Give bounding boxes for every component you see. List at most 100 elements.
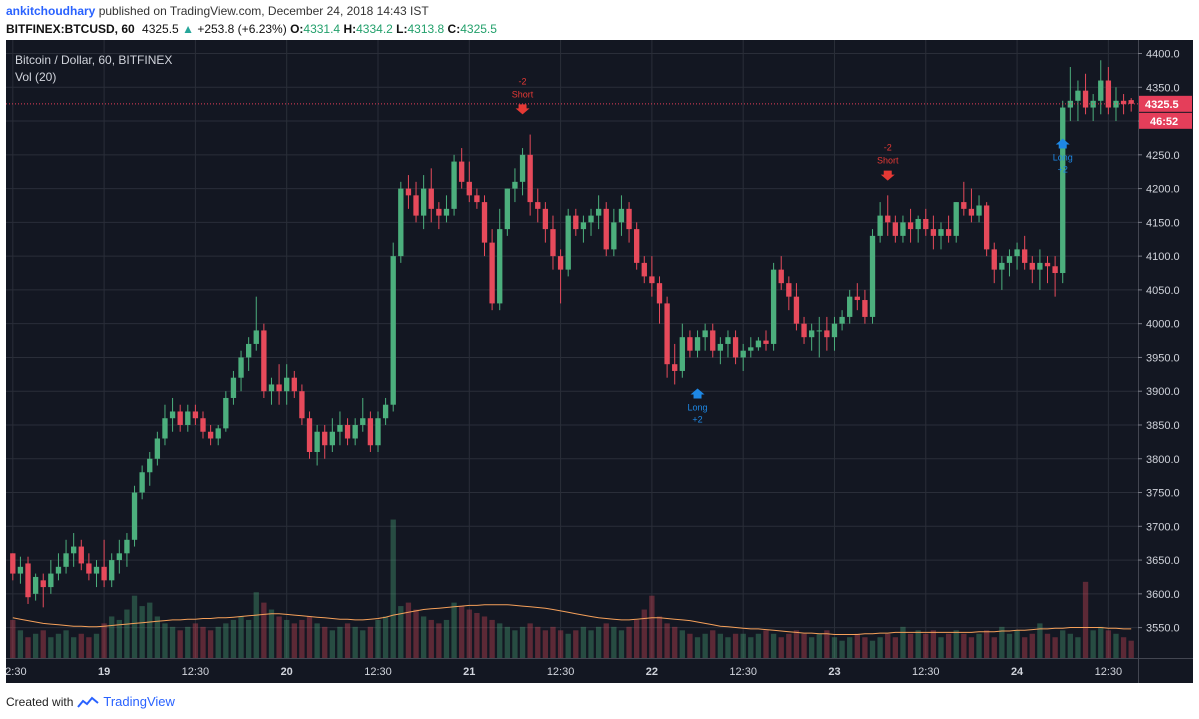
low-value: 4313.8 — [407, 22, 445, 36]
volume-bar — [398, 606, 404, 658]
y-tick-label: 4050.0 — [1146, 285, 1180, 297]
candle-body — [938, 229, 944, 236]
long-arrow-icon — [1055, 138, 1070, 149]
volume-bar — [748, 637, 754, 658]
volume-bar — [1105, 630, 1112, 658]
candle-body — [725, 337, 731, 344]
volume-bar — [504, 626, 510, 658]
volume-bar — [223, 623, 229, 658]
candle-body — [961, 202, 967, 209]
candle-body — [162, 418, 168, 439]
y-tick-label: 3700.0 — [1146, 521, 1180, 533]
candle-body — [869, 235, 876, 317]
signal-label: Long — [1053, 153, 1073, 163]
volume-bar — [162, 623, 168, 658]
y-tick-label: 3550.0 — [1146, 623, 1180, 635]
volume-bar — [527, 623, 533, 658]
volume-bar — [245, 619, 252, 658]
volume-bar — [154, 616, 161, 658]
volume-bar — [436, 623, 442, 658]
candle-body — [1014, 249, 1020, 257]
chart-area[interactable]: -2 Short Long +2 -2 Short Long +2 4400.0 4350.0 43… — [6, 40, 1193, 683]
tradingview-brand-link[interactable]: TradingView — [103, 694, 175, 709]
y-tick-label: 3750.0 — [1146, 488, 1180, 500]
candle-body — [451, 161, 457, 209]
y-tick-label: 4250.0 — [1146, 150, 1180, 162]
candle-body — [230, 377, 237, 398]
symbol-name[interactable]: BITFINEX:BTCUSD, 60 — [6, 22, 135, 36]
volume-bar — [284, 619, 290, 658]
volume-bar — [230, 619, 237, 658]
candle-body — [1090, 100, 1096, 108]
candle-body — [131, 492, 138, 540]
volume-bar — [869, 640, 876, 658]
volume-bar — [740, 633, 746, 658]
x-tick-label: 12:30 — [6, 666, 27, 678]
volume-bar — [557, 630, 564, 658]
candle-body — [1098, 80, 1104, 101]
volume-bar — [641, 609, 647, 658]
candle-body — [17, 566, 24, 574]
volume-bar — [116, 619, 122, 658]
volume-bar — [215, 626, 221, 658]
candle-body — [786, 283, 792, 297]
volume-bar — [702, 633, 708, 658]
candle-body — [945, 229, 952, 236]
candle-body — [824, 330, 830, 338]
candle-body — [32, 576, 39, 594]
candle-body — [177, 411, 183, 425]
volume-bar — [420, 616, 427, 658]
volume-bar — [466, 609, 472, 658]
volume-bar — [1067, 633, 1073, 658]
candle-body — [147, 458, 153, 473]
volume-bar — [770, 633, 777, 658]
candle-body — [1105, 80, 1112, 108]
volume-bar — [1052, 637, 1058, 658]
candle-body — [672, 364, 678, 371]
volume-bar — [497, 623, 503, 658]
volume-bar — [839, 640, 845, 658]
candle-body — [710, 330, 716, 351]
signal-label: +2 — [692, 414, 702, 424]
candle-body — [801, 323, 807, 338]
volume-bar — [382, 616, 389, 658]
x-tick-label: 21 — [463, 666, 475, 678]
countdown-tag — [1139, 112, 1192, 129]
candle-body — [139, 472, 145, 493]
volume-bar — [185, 626, 191, 658]
volume-bar — [1113, 633, 1119, 658]
candle-body — [261, 330, 267, 392]
candle-body — [238, 357, 244, 378]
candle-body — [512, 181, 518, 189]
candle-body — [847, 296, 853, 317]
volume-bar — [717, 633, 724, 658]
volume-bar — [1075, 637, 1081, 658]
close-value: 4325.5 — [460, 22, 497, 36]
volume-bar — [634, 619, 640, 658]
candle-body — [1022, 249, 1028, 263]
x-tick-label: 23 — [828, 666, 840, 678]
candle-body — [770, 269, 777, 344]
volume-bar — [755, 633, 762, 658]
volume-bar — [732, 633, 739, 658]
volume-bar — [78, 633, 84, 658]
volume-bar — [710, 630, 716, 658]
candle-body — [1037, 262, 1043, 270]
candle-body — [808, 330, 815, 338]
signal-label: Short — [512, 89, 534, 99]
candle-body — [459, 161, 465, 182]
price-chart[interactable]: -2 Short Long +2 -2 Short Long +2 4400.0 4350.0 43… — [6, 40, 1193, 683]
volume-bar — [679, 630, 685, 658]
candle-body — [1067, 100, 1073, 108]
candle-body — [192, 411, 199, 419]
volume-bar — [40, 630, 46, 658]
author-link[interactable]: ankitchoudhary — [6, 4, 96, 18]
candle-body — [223, 397, 229, 429]
volume-bar — [519, 626, 526, 658]
volume-bar — [86, 637, 92, 658]
candle-body — [694, 337, 701, 351]
candle-body — [1128, 100, 1134, 104]
volume-bar — [253, 592, 259, 658]
last-price: 4325.5 — [142, 22, 179, 36]
volume-bar — [983, 630, 990, 658]
